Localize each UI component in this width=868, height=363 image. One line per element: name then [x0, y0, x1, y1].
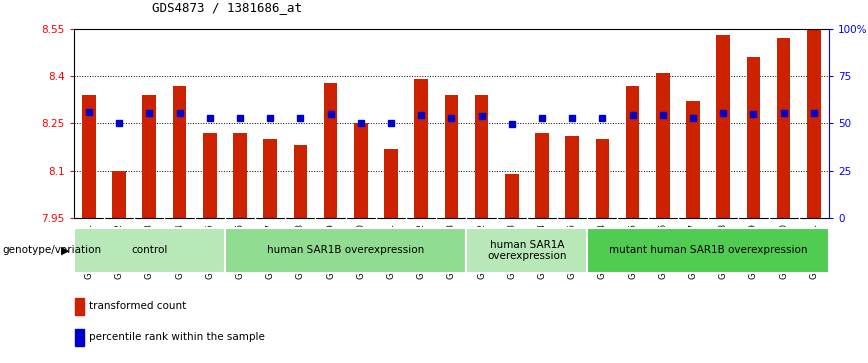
Text: genotype/variation: genotype/variation	[3, 245, 102, 256]
Bar	[595, 139, 609, 218]
Text: GSM1279609: GSM1279609	[749, 223, 758, 279]
Bar	[263, 139, 277, 218]
Text: control: control	[131, 245, 168, 256]
Bar	[173, 86, 187, 218]
Text: GSM1279600: GSM1279600	[356, 223, 365, 279]
Bar	[444, 95, 458, 218]
Bar	[687, 101, 700, 218]
Bar	[656, 73, 669, 218]
Bar	[565, 136, 579, 218]
Bar	[716, 35, 730, 218]
Text: GSM1279612: GSM1279612	[477, 223, 486, 279]
Bar	[354, 123, 367, 218]
Text: GSM1279592: GSM1279592	[115, 223, 123, 279]
Bar	[142, 95, 156, 218]
Bar	[807, 29, 820, 218]
Bar	[626, 86, 640, 218]
Text: GSM1279601: GSM1279601	[386, 223, 396, 279]
Text: GSM1279613: GSM1279613	[507, 223, 516, 279]
Text: GSM1279594: GSM1279594	[175, 223, 184, 279]
Bar	[76, 329, 84, 346]
Bar	[203, 133, 216, 218]
Text: GSM1279611: GSM1279611	[809, 223, 819, 279]
Text: GSM1279597: GSM1279597	[266, 223, 274, 279]
Text: mutant human SAR1B overexpression: mutant human SAR1B overexpression	[608, 245, 807, 256]
Text: GSM1279593: GSM1279593	[145, 223, 154, 279]
Text: GSM1279602: GSM1279602	[417, 223, 425, 279]
Text: GSM1279614: GSM1279614	[537, 223, 547, 279]
Text: human SAR1B overexpression: human SAR1B overexpression	[267, 245, 424, 256]
Bar	[746, 57, 760, 218]
Bar	[225, 228, 466, 273]
Bar	[293, 146, 307, 218]
Bar	[414, 79, 428, 218]
Text: ▶: ▶	[61, 245, 69, 256]
Bar	[505, 174, 518, 218]
Text: transformed count: transformed count	[89, 301, 187, 311]
Text: human SAR1A
overexpression: human SAR1A overexpression	[487, 240, 567, 261]
Text: GSM1279605: GSM1279605	[628, 223, 637, 279]
Text: GSM1279604: GSM1279604	[598, 223, 607, 279]
Bar	[324, 82, 338, 218]
Text: GSM1279608: GSM1279608	[719, 223, 727, 279]
Bar	[777, 38, 791, 218]
Bar	[588, 228, 829, 273]
Text: GSM1279596: GSM1279596	[235, 223, 245, 279]
Bar	[475, 95, 489, 218]
Text: GSM1279603: GSM1279603	[447, 223, 456, 279]
Bar	[536, 133, 549, 218]
Bar	[76, 298, 84, 315]
Text: GSM1279607: GSM1279607	[688, 223, 698, 279]
Text: GSM1279610: GSM1279610	[779, 223, 788, 279]
Text: GSM1279591: GSM1279591	[84, 223, 94, 279]
Text: GSM1279615: GSM1279615	[568, 223, 576, 279]
Bar	[112, 171, 126, 218]
Bar	[82, 95, 95, 218]
Text: GSM1279599: GSM1279599	[326, 223, 335, 279]
Text: GDS4873 / 1381686_at: GDS4873 / 1381686_at	[152, 1, 302, 15]
Bar	[74, 228, 225, 273]
Bar	[466, 228, 588, 273]
Text: GSM1279595: GSM1279595	[205, 223, 214, 279]
Text: GSM1279598: GSM1279598	[296, 223, 305, 279]
Text: percentile rank within the sample: percentile rank within the sample	[89, 332, 265, 342]
Text: GSM1279606: GSM1279606	[658, 223, 667, 279]
Bar	[233, 133, 247, 218]
Bar	[385, 148, 398, 218]
